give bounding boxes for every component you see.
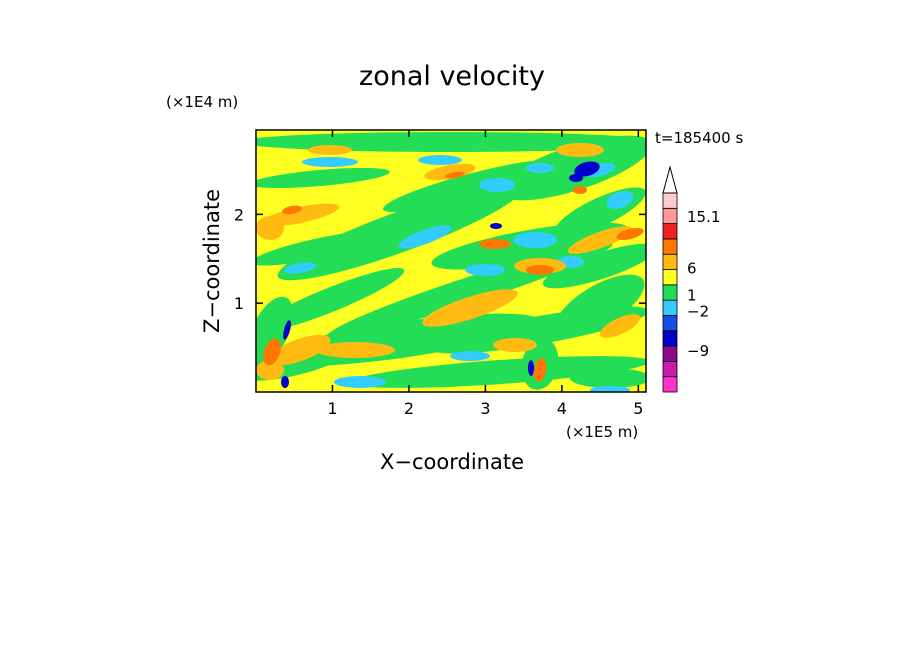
- contour-region: [277, 183, 523, 281]
- contour-region: [418, 155, 462, 165]
- time-label: t=185400 s: [655, 129, 743, 147]
- colorbar-label: 1: [687, 286, 697, 304]
- colorbar-segment: [662, 269, 678, 286]
- contour-region: [424, 163, 476, 181]
- contour-region: [256, 296, 293, 368]
- contour-region: [256, 230, 389, 266]
- colorbar-label: −9: [687, 342, 709, 360]
- x-axis: 1 2 3 4 5: [327, 130, 643, 418]
- contour-region: [302, 157, 358, 167]
- colorbar-segment: [662, 192, 678, 209]
- contour-region: [599, 314, 641, 338]
- x-tick-label: 5: [633, 399, 643, 418]
- x-tick-label: 1: [327, 399, 337, 418]
- contour-region: [422, 289, 518, 327]
- x-tick-label: 4: [557, 399, 567, 418]
- contour-region: [528, 360, 534, 376]
- contour-region: [263, 338, 281, 366]
- colorbar-segment: [662, 376, 678, 393]
- contour-region: [281, 376, 289, 388]
- contour-region: [465, 264, 505, 276]
- colorbar-segment: [662, 284, 678, 301]
- contour-region: [256, 216, 284, 240]
- contour-region: [479, 178, 515, 192]
- colorbar: 15.1 6 1−2 −9: [662, 165, 720, 393]
- contour-region: [398, 225, 452, 249]
- contour-region: [282, 205, 302, 215]
- velocity-field: [256, 130, 646, 392]
- contour-region: [570, 368, 646, 388]
- colorbar-label: 6: [687, 260, 697, 278]
- contour-region: [567, 226, 633, 254]
- colorbar-segment: [662, 223, 678, 240]
- contour-region: [256, 132, 646, 152]
- contour-region: [334, 376, 386, 388]
- colorbar-segment: [662, 360, 678, 378]
- contour-region: [315, 342, 395, 358]
- contour-region: [526, 265, 554, 275]
- x-tick-label: 2: [404, 399, 414, 418]
- colorbar-segment: [662, 299, 678, 316]
- y-tick-label: 2: [234, 205, 244, 224]
- contour-region: [542, 243, 646, 289]
- contour-region: [533, 358, 547, 382]
- contour-region: [450, 351, 490, 361]
- contour-region: [556, 143, 604, 157]
- contour-region: [256, 268, 405, 332]
- colorbar-segment: [662, 253, 678, 270]
- contour-region: [490, 223, 502, 229]
- x-tick-label: 3: [480, 399, 490, 418]
- y-unit-label: (×1E4 m): [166, 93, 238, 111]
- contour-region: [590, 386, 630, 392]
- contour-region: [526, 163, 554, 173]
- plot-frame: [255, 129, 647, 393]
- contour-region: [445, 171, 465, 179]
- colorbar-segment: [662, 315, 678, 332]
- contour-region: [574, 161, 600, 177]
- y-tick-label: 1: [234, 294, 244, 313]
- chart-title: zonal velocity: [359, 61, 545, 92]
- colorbar-segment: [662, 330, 678, 347]
- contour-region: [350, 356, 646, 388]
- contour-region: [284, 262, 316, 274]
- contour-region: [493, 338, 537, 352]
- contour-region: [569, 174, 583, 182]
- contour-region: [283, 320, 291, 340]
- colorbar-segment: [662, 207, 678, 225]
- colorbar-segment: [662, 238, 678, 255]
- colorbar-extend-arrow: [662, 165, 678, 194]
- colorbar-label: 15.1: [687, 208, 720, 226]
- colorbar-label: −2: [687, 302, 709, 320]
- contour-region: [513, 232, 557, 248]
- contour-region: [606, 191, 634, 209]
- contour-region: [573, 186, 587, 194]
- colorbar-segment: [662, 345, 678, 362]
- y-axis-title: Z−coordinate: [200, 189, 224, 333]
- contour-region: [383, 159, 557, 213]
- contour-region: [479, 239, 511, 249]
- contour-region: [256, 360, 284, 380]
- x-axis-title: X−coordinate: [380, 450, 524, 474]
- x-unit-label: (×1E5 m): [566, 423, 638, 441]
- y-axis: 12: [234, 205, 646, 313]
- contour-region: [308, 145, 352, 155]
- contour-region: [256, 167, 390, 189]
- contour-region: [498, 135, 646, 201]
- contour-region: [616, 227, 644, 241]
- contour-region: [269, 334, 331, 366]
